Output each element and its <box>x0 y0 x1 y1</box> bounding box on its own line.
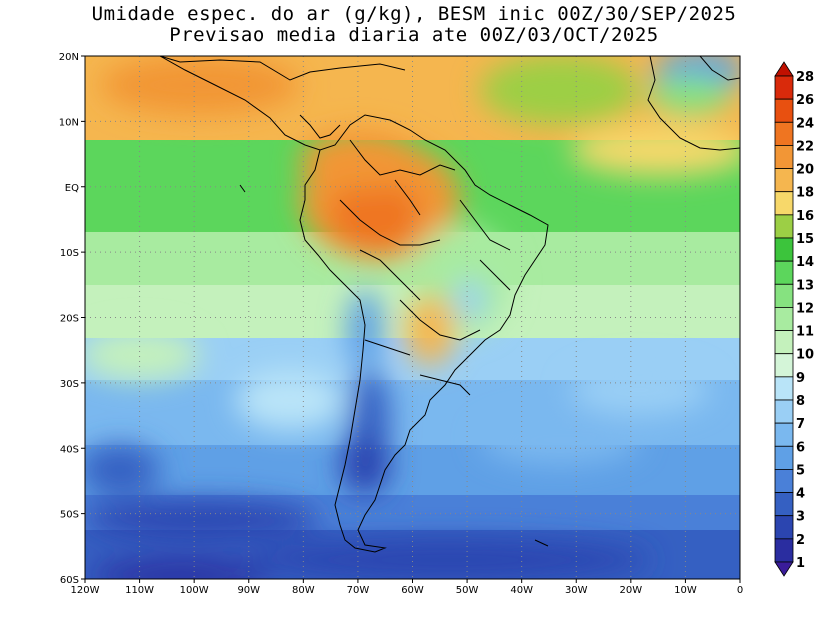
colorbar-label: 26 <box>796 93 814 108</box>
colorbar-segment <box>774 145 794 169</box>
colorbar-top-triangle <box>774 61 794 77</box>
lon-tick-label: 30W <box>565 585 588 596</box>
colorbar-label: 10 <box>796 348 814 363</box>
colorbar-label: 7 <box>796 417 805 432</box>
colorbar-segment <box>774 399 794 424</box>
gridlines <box>85 56 740 579</box>
map-title-line2: Previsao media diaria ate 00Z/03/OCT/202… <box>169 24 659 46</box>
lon-tick-label: 50W <box>456 585 479 596</box>
colorbar-label: 14 <box>796 255 814 270</box>
colorbar-segment <box>774 445 794 470</box>
colorbar-bottom-triangle <box>774 561 794 577</box>
lon-tick-label: 110W <box>125 585 154 596</box>
lon-tick-label: 20W <box>620 585 643 596</box>
colorbar-segment <box>774 376 794 401</box>
colorbar-label: 24 <box>796 116 814 131</box>
colorbar-label: 9 <box>796 371 805 386</box>
lat-tick-label: 30S <box>60 379 79 390</box>
colorbar-label: 3 <box>796 510 805 525</box>
colorbar-label: 16 <box>796 209 814 224</box>
colorbar-label: 4 <box>796 487 805 502</box>
lon-tick-label: 120W <box>71 585 100 596</box>
lat-tick-label: 10N <box>59 117 79 128</box>
colorbar-label: 15 <box>796 232 814 247</box>
lon-tick-label: 70W <box>347 585 370 596</box>
lon-tick-label: 90W <box>237 585 260 596</box>
lat-tick-label: 20N <box>59 52 79 63</box>
colorbar-segment <box>774 121 794 146</box>
colorbar-label: 2 <box>796 533 805 548</box>
colorbar-label: 6 <box>796 440 805 455</box>
colorbar-segment <box>774 237 794 262</box>
colorbar-segment <box>774 353 794 378</box>
lat-tick-label: 10S <box>60 248 79 259</box>
lon-tick-label: 40W <box>510 585 533 596</box>
lon-tick-label: 80W <box>292 585 315 596</box>
longitude-axis-labels: 120W 110W 100W 90W 80W 70W 60W 50W 40W 30W 20W 10W 0 <box>71 579 743 596</box>
colorbar-label: 5 <box>796 463 805 478</box>
colorbar-segment <box>774 260 794 285</box>
colorbar-segment <box>774 75 794 100</box>
lon-tick-label: 60W <box>401 585 424 596</box>
lon-tick-label: 0 <box>737 585 743 596</box>
lon-tick-label: 100W <box>180 585 209 596</box>
colorbar-label: 1 <box>796 556 805 571</box>
humidity-field <box>85 56 740 579</box>
colorbar-label: 8 <box>796 394 805 409</box>
lon-tick-label: 10W <box>674 585 697 596</box>
colorbar-label: 12 <box>796 301 814 316</box>
map-title-line1: Umidade espec. do ar (g/kg), BESM inic 0… <box>91 3 737 25</box>
colorbar-segment <box>774 98 794 123</box>
lat-tick-label: 50S <box>60 510 79 521</box>
colorbar-segment <box>774 191 794 216</box>
colorbar-segment <box>774 538 794 563</box>
colorbar-label: 22 <box>796 139 814 154</box>
colorbar-label: 11 <box>796 325 814 340</box>
colorbar-label: 18 <box>796 186 814 201</box>
coastlines <box>159 56 740 553</box>
colorbar-segment <box>774 168 794 193</box>
lat-tick-label: 60S <box>60 575 79 586</box>
colorbar-segment <box>774 307 794 331</box>
lat-tick-label: 20S <box>60 314 79 325</box>
lat-tick-label: EQ <box>65 183 79 194</box>
colorbar-segment <box>774 214 794 239</box>
colorbar-segment <box>774 515 794 540</box>
colorbar-label: 13 <box>796 278 814 293</box>
lat-tick-label: 40S <box>60 444 79 455</box>
colorbar-label: 20 <box>796 163 814 178</box>
latitude-axis-labels: 20N 10N EQ 10S 20S 30S 40S 50S 60S <box>59 52 85 586</box>
colorbar-segment <box>774 422 794 447</box>
colorbar-segment <box>774 469 794 493</box>
colorbar-label: 28 <box>796 70 814 85</box>
colorbar-segment <box>774 492 794 517</box>
colorbar-segment <box>774 330 794 355</box>
colorbar-segment <box>774 283 794 308</box>
